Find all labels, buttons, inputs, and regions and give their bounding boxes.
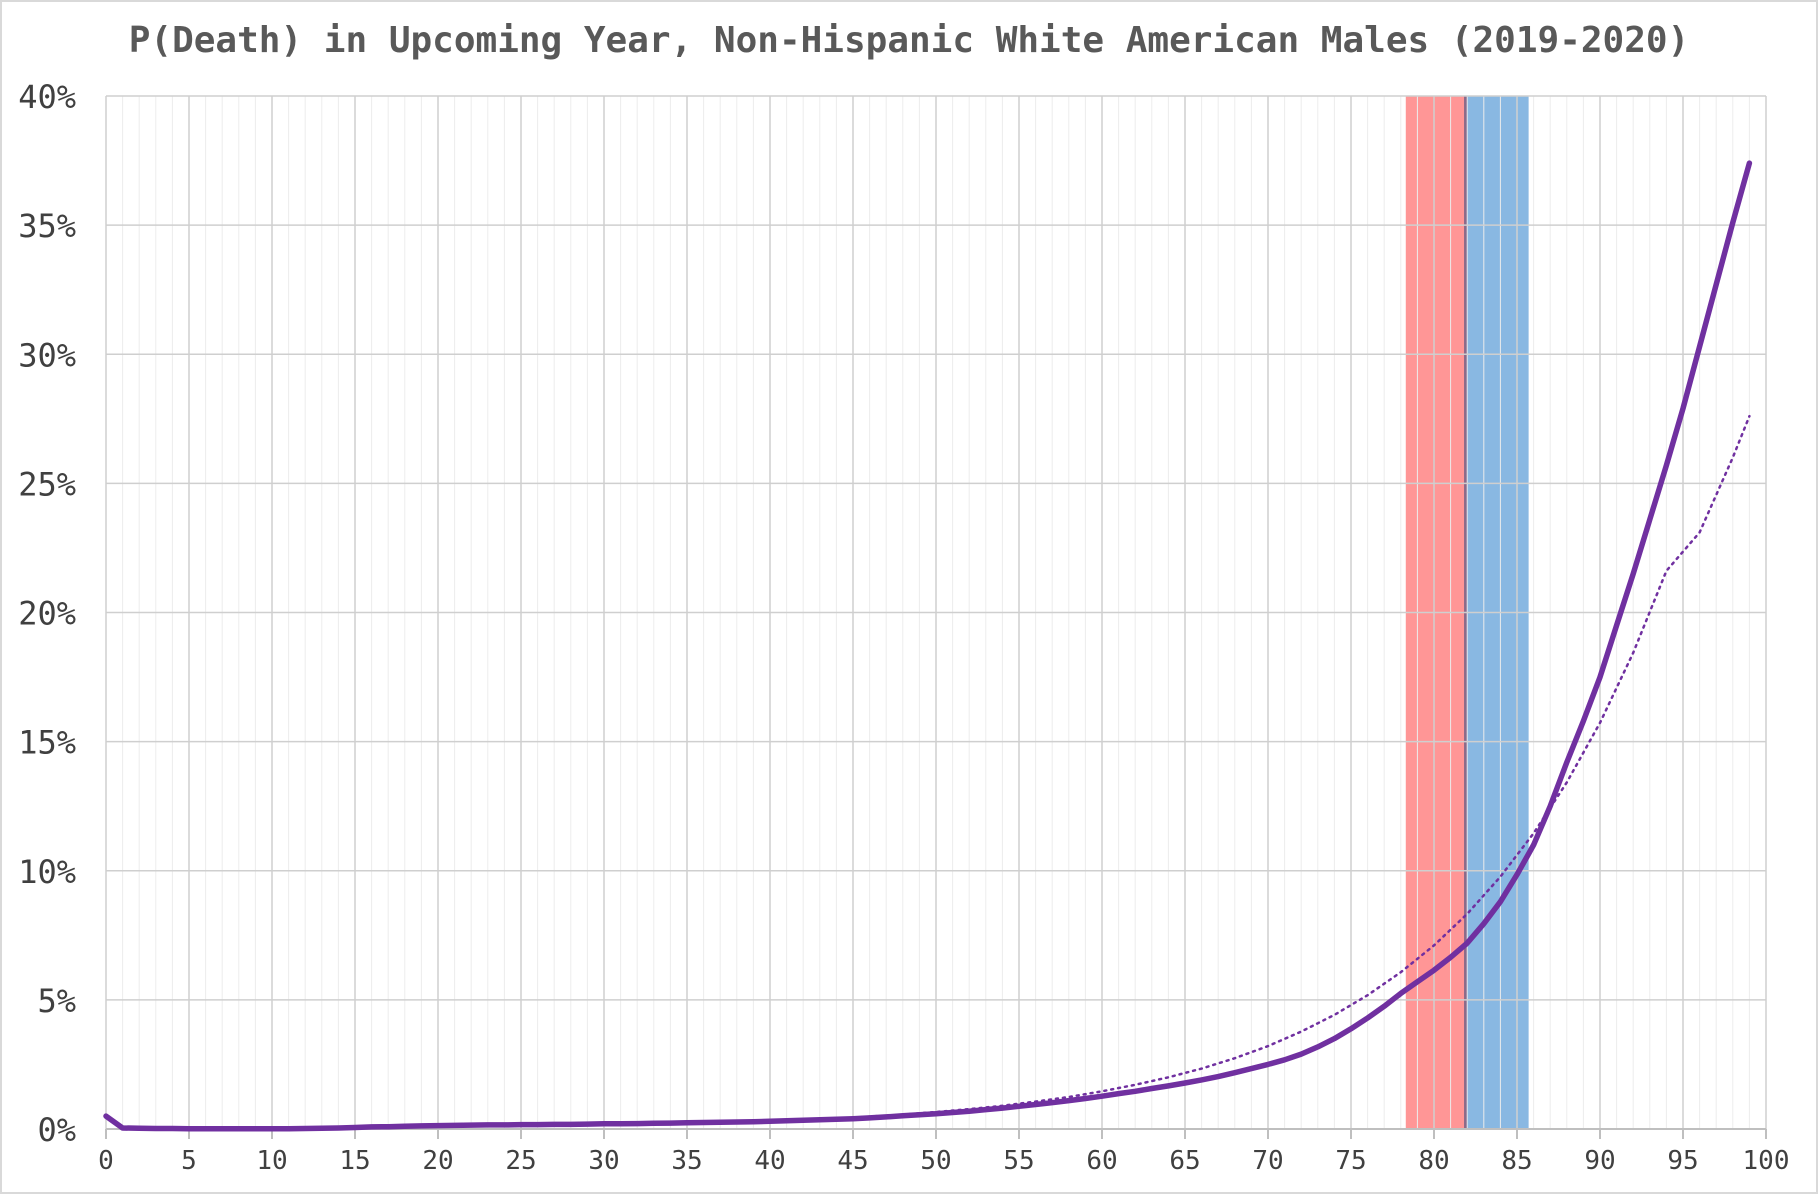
x-tick-label: 100	[1743, 1146, 1790, 1176]
x-tick-label: 55	[1003, 1146, 1034, 1176]
x-tick-label: 0	[98, 1146, 114, 1176]
y-tick-label: 15%	[18, 724, 76, 762]
x-tick-label: 30	[588, 1146, 619, 1176]
y-tick-label: 30%	[18, 336, 76, 374]
mortality-series-line	[103, 160, 1753, 1132]
x-tick-label: 15	[339, 1146, 370, 1176]
tick-labels: 0 5 10 15 20 25 30 35 40 45 50 55 60 65 70 75 80 85 90 95 10…	[18, 78, 1789, 1176]
x-tick-label: 60	[1086, 1146, 1117, 1176]
x-tick-label: 80	[1418, 1146, 1449, 1176]
axes	[105, 1128, 1767, 1139]
x-tick-label: 25	[505, 1146, 536, 1176]
x-tick-label: 95	[1667, 1146, 1698, 1176]
series-lines	[103, 160, 1753, 1132]
x-tick-label: 50	[920, 1146, 951, 1176]
chart-title: P(Death) in Upcoming Year, Non-Hispanic …	[128, 20, 1690, 61]
x-tick-label: 85	[1501, 1146, 1532, 1176]
y-tick-label: 25%	[18, 465, 76, 503]
y-tick-label: 10%	[18, 853, 76, 891]
x-tick-label: 70	[1252, 1146, 1283, 1176]
y-tick-label: 40%	[18, 78, 76, 116]
x-tick-label: 5	[181, 1146, 197, 1176]
y-tick-label: 5%	[37, 982, 76, 1020]
y-tick-label: 20%	[18, 595, 76, 633]
x-tick-label: 10	[256, 1146, 287, 1176]
x-tick-label: 45	[837, 1146, 868, 1176]
x-tick-label: 20	[422, 1146, 453, 1176]
y-tick-label: 0%	[37, 1111, 76, 1149]
x-tick-label: 65	[1169, 1146, 1200, 1176]
y-tick-label: 35%	[18, 207, 76, 245]
x-tick-label: 40	[754, 1146, 785, 1176]
x-tick-label: 90	[1584, 1146, 1615, 1176]
trend-series-line	[768, 414, 1751, 1123]
x-tick-label: 35	[671, 1146, 702, 1176]
x-tick-label: 75	[1335, 1146, 1366, 1176]
grid-lines	[105, 95, 1767, 1130]
